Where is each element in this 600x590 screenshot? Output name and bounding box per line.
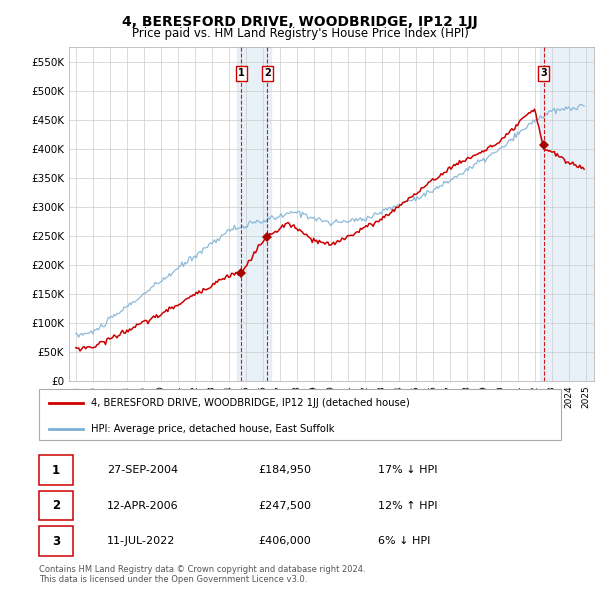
Text: 4, BERESFORD DRIVE, WOODBRIDGE, IP12 1JJ (detached house): 4, BERESFORD DRIVE, WOODBRIDGE, IP12 1JJ… <box>91 398 410 408</box>
Text: Contains HM Land Registry data © Crown copyright and database right 2024.: Contains HM Land Registry data © Crown c… <box>39 565 365 574</box>
Bar <box>539 47 594 381</box>
Text: Price paid vs. HM Land Registry's House Price Index (HPI): Price paid vs. HM Land Registry's House … <box>131 27 469 40</box>
FancyBboxPatch shape <box>39 526 73 556</box>
FancyBboxPatch shape <box>39 491 73 520</box>
Text: 2: 2 <box>52 499 60 512</box>
Text: 1: 1 <box>238 68 245 78</box>
Text: £184,950: £184,950 <box>258 466 311 475</box>
Text: This data is licensed under the Open Government Licence v3.0.: This data is licensed under the Open Gov… <box>39 575 307 584</box>
FancyBboxPatch shape <box>39 455 73 485</box>
Text: HPI: Average price, detached house, East Suffolk: HPI: Average price, detached house, East… <box>91 424 335 434</box>
Text: 1: 1 <box>52 464 60 477</box>
Text: 27-SEP-2004: 27-SEP-2004 <box>107 466 178 475</box>
Text: 12-APR-2006: 12-APR-2006 <box>107 501 178 510</box>
FancyBboxPatch shape <box>39 389 561 440</box>
Text: 11-JUL-2022: 11-JUL-2022 <box>107 536 175 546</box>
Text: 17% ↓ HPI: 17% ↓ HPI <box>379 466 438 475</box>
Text: 12% ↑ HPI: 12% ↑ HPI <box>379 501 438 510</box>
Text: 2: 2 <box>264 68 271 78</box>
Text: 3: 3 <box>52 535 60 548</box>
Text: £406,000: £406,000 <box>258 536 311 546</box>
Text: 6% ↓ HPI: 6% ↓ HPI <box>379 536 431 546</box>
Text: 4, BERESFORD DRIVE, WOODBRIDGE, IP12 1JJ: 4, BERESFORD DRIVE, WOODBRIDGE, IP12 1JJ <box>122 15 478 29</box>
Text: £247,500: £247,500 <box>258 501 311 510</box>
Bar <box>237 47 271 381</box>
Text: 3: 3 <box>540 68 547 78</box>
